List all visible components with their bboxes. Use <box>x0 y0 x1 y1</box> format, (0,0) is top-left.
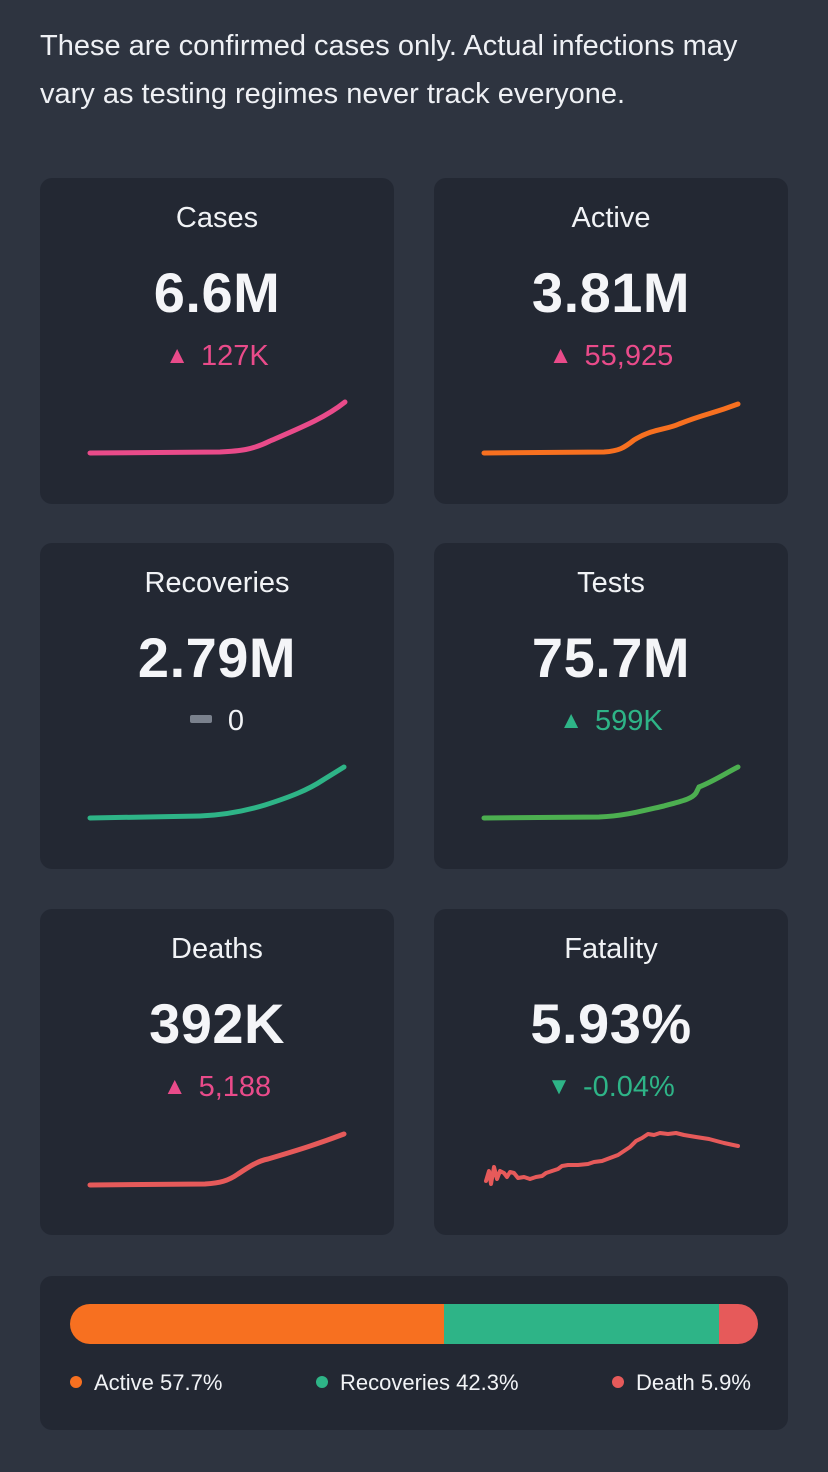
card-label: Deaths <box>171 933 263 965</box>
breakdown-panel: Active 57.7% Recoveries 42.3% Death 5.9% <box>40 1276 788 1430</box>
delta-value: 0 <box>227 705 245 737</box>
cases-card[interactable]: Cases 6.6M ▲ 127K <box>40 178 394 504</box>
delta-value: 127K <box>201 340 269 372</box>
card-delta: ▲ 599K <box>434 705 788 738</box>
recoveries-dot-icon <box>316 1376 328 1389</box>
fatality-sparkline <box>484 1131 740 1186</box>
delta-value: 5,188 <box>198 1071 272 1103</box>
active-sparkline <box>481 401 741 456</box>
card-delta: ▲ 127K <box>40 340 394 373</box>
active-card[interactable]: Active 3.81M ▲ 55,925 <box>434 178 788 504</box>
death-dot-icon <box>612 1376 624 1389</box>
tests-sparkline <box>481 764 741 821</box>
card-label: Tests <box>577 567 645 599</box>
legend-label: Active 57.7% <box>94 1370 223 1395</box>
card-value: 2.79M <box>137 626 297 689</box>
card-delta: 0 <box>40 705 394 738</box>
triangle-up-icon: ▲ <box>162 1073 187 1100</box>
fatality-card[interactable]: Fatality 5.93% ▼ -0.04% <box>434 909 788 1235</box>
recoveries-segment[interactable] <box>444 1304 719 1344</box>
dash-icon <box>189 715 212 724</box>
deaths-sparkline <box>87 1131 347 1188</box>
cases-sparkline <box>87 399 348 456</box>
card-label: Cases <box>175 202 259 234</box>
triangle-up-icon: ▲ <box>559 707 584 734</box>
card-label: Recoveries <box>144 567 290 599</box>
active-dot-icon <box>70 1376 82 1389</box>
triangle-up-icon: ▲ <box>548 342 573 369</box>
card-value: 392K <box>149 992 285 1055</box>
death-segment[interactable] <box>718 1304 758 1344</box>
delta-value: 55,925 <box>584 340 674 372</box>
legend-active: Active 57.7% <box>70 1370 222 1396</box>
recoveries-card[interactable]: Recoveries 2.79M 0 <box>40 543 394 869</box>
card-delta: ▲ 55,925 <box>434 340 788 373</box>
card-value: 5.93% <box>530 992 692 1055</box>
card-value: 75.7M <box>531 626 691 689</box>
legend-recoveries: Recoveries 42.3% <box>316 1370 519 1396</box>
disclaimer-text: These are confirmed cases only. Actual i… <box>40 30 738 110</box>
breakdown-bar <box>70 1304 758 1344</box>
triangle-down-icon: ▼ <box>547 1073 571 1100</box>
card-label: Fatality <box>564 933 658 965</box>
deaths-card[interactable]: Deaths 392K ▲ 5,188 <box>40 909 394 1235</box>
delta-value: 599K <box>595 705 663 737</box>
card-delta: ▼ -0.04% <box>434 1071 788 1104</box>
legend-label: Death 5.9% <box>636 1370 751 1395</box>
card-value: 6.6M <box>153 261 281 324</box>
recoveries-sparkline <box>87 764 347 821</box>
card-label: Active <box>571 202 651 234</box>
legend-label: Recoveries 42.3% <box>340 1370 519 1395</box>
tests-card[interactable]: Tests 75.7M ▲ 599K <box>434 543 788 869</box>
delta-value: -0.04% <box>582 1071 675 1103</box>
card-delta: ▲ 5,188 <box>40 1071 394 1104</box>
active-segment[interactable] <box>70 1304 445 1344</box>
triangle-up-icon: ▲ <box>165 342 190 369</box>
card-value: 3.81M <box>531 261 691 324</box>
legend-death: Death 5.9% <box>612 1370 751 1396</box>
